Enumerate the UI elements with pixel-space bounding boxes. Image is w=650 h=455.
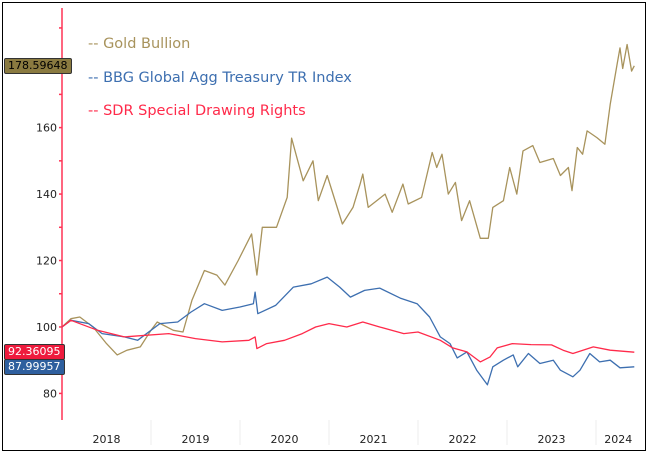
legend-gold-bullion: -- Gold Bullion [88, 36, 191, 52]
x-tick-label: 2023 [538, 433, 566, 446]
gold-last-value-tag: 178.59648 [4, 57, 72, 74]
sdr-line [61, 319, 635, 363]
legend-sdr: -- SDR Special Drawing Rights [88, 103, 306, 119]
sdr-last-value-tag: 92.36095 [4, 344, 65, 361]
y-tick-label: 100 [36, 321, 57, 334]
x-tick-label: 2021 [360, 433, 388, 446]
legend-bbg-treasury: -- BBG Global Agg Treasury TR Index [88, 70, 352, 86]
x-tick-label: 2020 [271, 433, 299, 446]
y-tick-label: 120 [36, 255, 57, 268]
gold-bullion-line [61, 43, 635, 356]
y-tick-label: 140 [36, 188, 57, 201]
x-tick-label: 2022 [449, 433, 477, 446]
bbg-treasury-line [61, 276, 635, 386]
x-tick-label: 2018 [93, 433, 121, 446]
x-tick-label: 2019 [182, 433, 210, 446]
chart-frame [2, 2, 646, 451]
bbg-last-value-tag: 87.99957 [4, 358, 65, 375]
y-tick-label: 80 [43, 387, 57, 400]
x-tick-label: 2024 [604, 433, 632, 446]
y-tick-label: 160 [36, 122, 57, 135]
